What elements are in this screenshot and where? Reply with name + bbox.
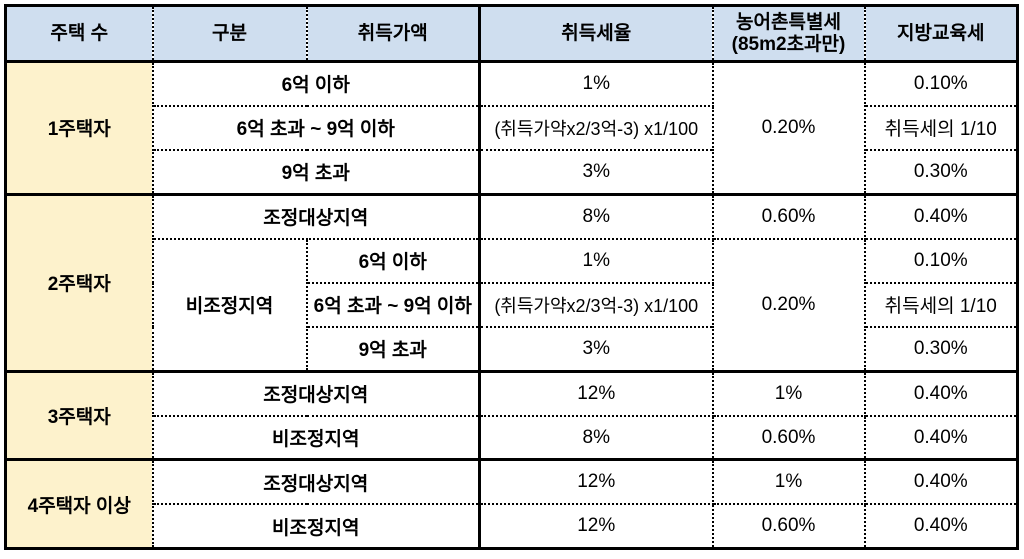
header-acquisition-price: 취득가액 [305,4,481,63]
cell-price-range: 9억 초과 [151,149,481,196]
table-row: 4주택자 이상 조정대상지역 12% 1% 0.40% [4,458,1019,550]
cell-rural-tax: 0.60% [711,414,866,462]
cell-education-tax: 0.10% [863,60,1019,107]
table-row: 6억 초과 ~ 9억 이하 (취득가약x2/3억-3) x1/100 취득세의 … [6,104,1019,152]
cell-region-non-adjusted: 비조정지역 [151,237,308,373]
table-row: 9억 초과 3% 0.30% [6,149,1019,196]
header-row: 주택 수 구분 취득가액 취득세율 농어촌특별세 (85m2초과만) 지방교육세 [4,4,1019,63]
cell-acquisition-rate: 12% [478,370,714,417]
table-row: 비조정지역 8% 0.60% 0.40% [6,414,1019,462]
table-row: 비조정지역 6억 이하 1% 0.20% 0.10% [6,237,1019,373]
header-house-count: 주택 수 [4,4,154,63]
cell-acquisition-rate: 8% [478,414,714,462]
cell-owner-4-house-plus: 4주택자 이상 [4,458,154,550]
cell-rural-tax: 1% [711,370,866,417]
cell-education-tax: 0.30% [863,149,1019,196]
header-local-education-tax: 지방교육세 [863,4,1019,63]
cell-education-tax: 0.40% [863,193,1019,240]
cell-owner-2-house: 2주택자 [4,193,154,373]
cell-acquisition-rate: 1% [478,60,714,107]
cell-acquisition-rate: 3% [478,149,714,196]
cell-acquisition-rate: 3% [478,326,714,373]
cell-education-tax: 0.10% [863,237,1019,284]
cell-education-tax: 0.40% [863,370,1019,417]
cell-price-range: 9억 초과 [305,326,481,373]
cell-acquisition-rate: 8% [478,193,714,240]
table-row: 2주택자 조정대상지역 8% 0.60% 0.40% [4,193,1019,373]
housing-acquisition-tax-table: 주택 수 구분 취득가액 취득세율 농어촌특별세 (85m2초과만) 지방교육세… [4,4,1019,550]
cell-education-tax: 0.40% [863,458,1019,506]
cell-price-range: 6억 이하 [151,60,481,107]
cell-region: 비조정지역 [151,414,481,462]
cell-education-tax: 취득세의 1/10 [863,104,1019,152]
cell-price-range: 6억 이하 [305,237,481,284]
table-row: 9억 초과 3% 0.30% [6,326,1019,373]
cell-owner-1-house: 1주택자 [4,60,154,196]
cell-acquisition-rate-formula: (취득가약x2/3억-3) x1/100 [478,104,714,152]
cell-rural-tax-merged: 0.20% [711,237,866,373]
table-row: 비조정지역 12% 0.60% 0.40% [6,503,1019,550]
cell-price-range: 6억 초과 ~ 9억 이하 [305,281,481,329]
header-special-rural-tax: 농어촌특별세 (85m2초과만) [711,4,866,63]
header-acquisition-tax-rate: 취득세율 [478,4,714,63]
cell-region: 조정대상지역 [151,458,481,506]
cell-region: 조정대상지역 [151,370,481,417]
cell-region: 조정대상지역 [151,193,481,240]
cell-acquisition-rate: 1% [478,237,714,284]
table-row: 3주택자 조정대상지역 12% 1% 0.40% [4,370,1019,462]
cell-rural-tax-merged: 0.20% [711,60,866,196]
cell-region: 비조정지역 [151,503,481,550]
header-category: 구분 [151,4,308,63]
cell-acquisition-rate: 12% [478,503,714,550]
cell-acquisition-rate-formula: (취득가약x2/3억-3) x1/100 [478,281,714,329]
table-row: 6억 초과 ~ 9억 이하 (취득가약x2/3억-3) x1/100 취득세의 … [6,281,1019,329]
table-row: 1주택자 6억 이하 1% 0.20% 0.10% [4,60,1019,196]
cell-rural-tax: 0.60% [711,503,866,550]
cell-education-tax: 취득세의 1/10 [863,281,1019,329]
cell-rural-tax: 1% [711,458,866,506]
cell-acquisition-rate: 12% [478,458,714,506]
cell-education-tax: 0.30% [863,326,1019,373]
cell-rural-tax: 0.60% [711,193,866,240]
cell-owner-3-house: 3주택자 [4,370,154,462]
cell-education-tax: 0.40% [863,503,1019,550]
cell-education-tax: 0.40% [863,414,1019,462]
cell-price-range: 6억 초과 ~ 9억 이하 [151,104,481,152]
